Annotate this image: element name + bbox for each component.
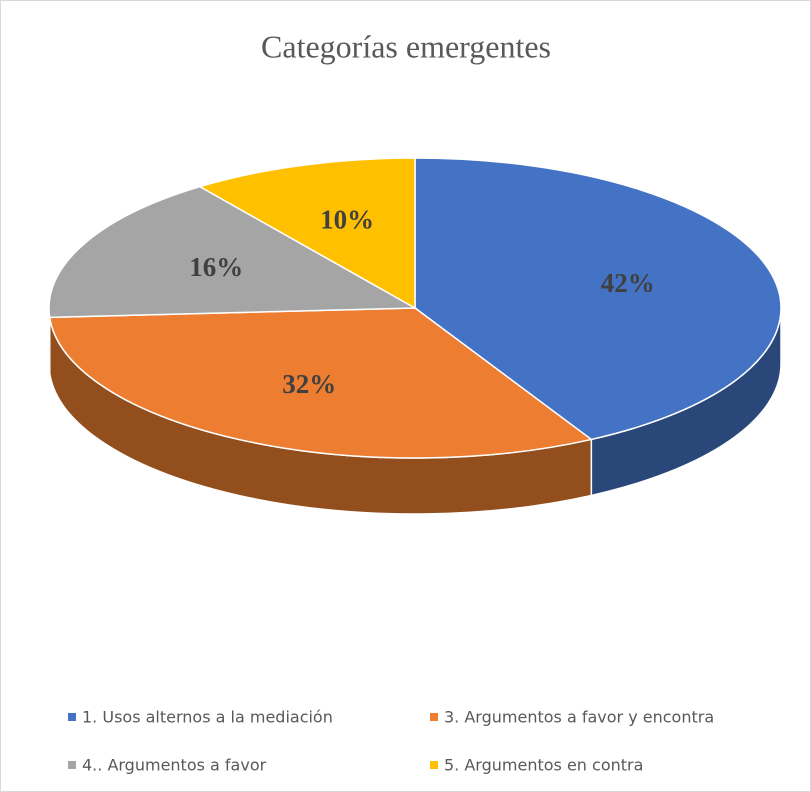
legend-label: 1. Usos alternos a la mediación xyxy=(82,708,333,727)
slice xyxy=(197,157,416,310)
legend-label: 3. Argumentos a favor y encontra xyxy=(444,708,714,727)
value-label: 32% xyxy=(282,369,336,399)
slice xyxy=(48,185,418,319)
legend-swatch xyxy=(430,761,438,769)
legend-label: 5. Argumentos en contra xyxy=(444,756,643,775)
value-labels: 42% 32% 16% 10% xyxy=(189,205,654,399)
legend-swatch xyxy=(68,761,76,769)
legend-swatch xyxy=(430,713,438,721)
slice xyxy=(48,307,594,459)
value-label: 16% xyxy=(189,252,243,282)
legend-swatch xyxy=(68,713,76,721)
chart-title: Categorías emergentes xyxy=(261,28,551,64)
slice xyxy=(414,157,782,441)
value-label: 42% xyxy=(601,268,655,298)
pie-tops xyxy=(48,157,782,459)
legend-label: 4.. Argumentos a favor xyxy=(82,756,267,775)
value-label: 10% xyxy=(320,205,374,235)
legend: 1. Usos alternos a la mediación 3. Argume… xyxy=(68,708,714,775)
